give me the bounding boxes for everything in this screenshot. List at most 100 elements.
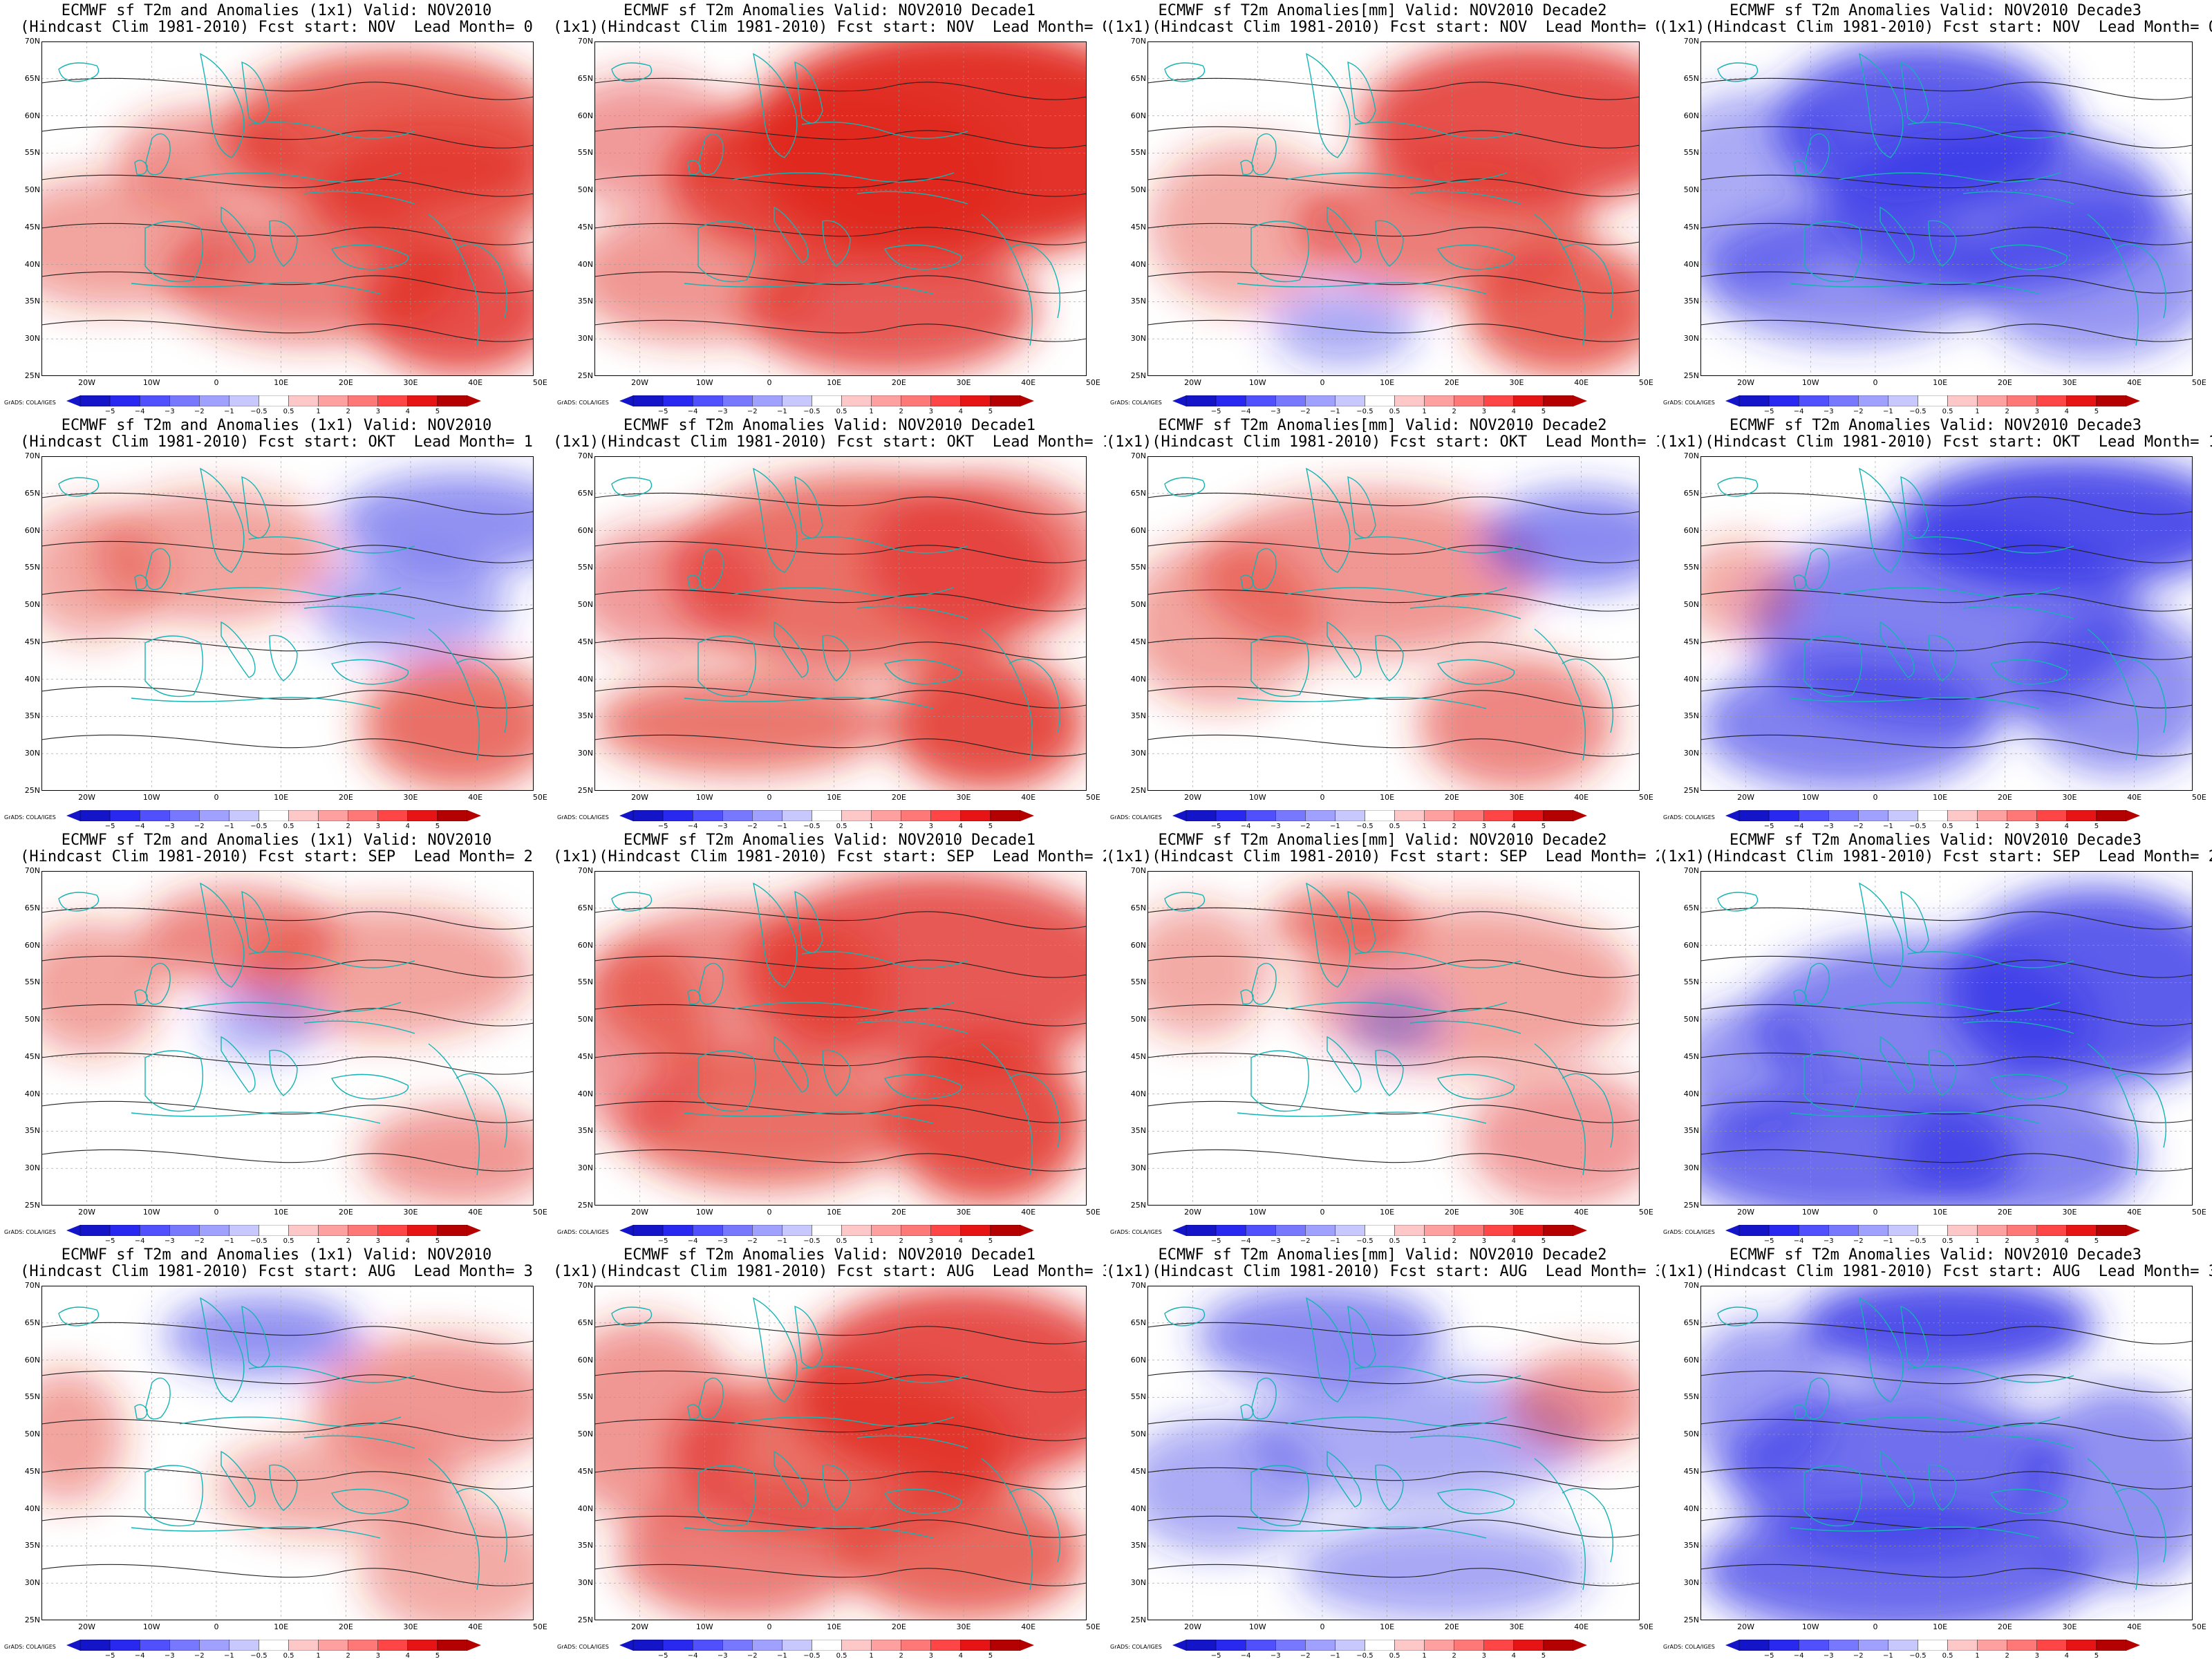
latitude-label: 65N	[24, 1318, 40, 1327]
colorbar-swatch	[1394, 810, 1425, 821]
coastline	[1240, 574, 1254, 590]
colorbar-label: 0.5	[283, 823, 294, 830]
coastline	[456, 658, 507, 733]
longitude-label: 0	[1873, 378, 1878, 387]
colorbar-label: −5	[657, 408, 668, 415]
panel-title-line-2: (1x1)(Hindcast Clim 1981-2010) Fcst star…	[1659, 1263, 2212, 1280]
colorbar-label: 3	[1481, 1237, 1486, 1244]
climatology-contour	[594, 907, 1087, 930]
colorbar-swatch	[169, 1225, 200, 1236]
latitude-label: 40N	[24, 259, 40, 269]
climatology-contour	[594, 1100, 1087, 1123]
colorbar-label: −4	[687, 1652, 698, 1659]
colorbar-label: −4	[1793, 823, 1804, 830]
colorbar-label: −4	[1240, 408, 1251, 415]
longitude-label: 10W	[695, 1208, 713, 1217]
colorbar-label: −5	[657, 1652, 668, 1659]
colorbar-label: −4	[134, 823, 145, 830]
colorbar-swatch	[1365, 810, 1395, 821]
coastline	[1900, 890, 1929, 953]
colorbar-swatch	[259, 1640, 289, 1651]
coastline	[1306, 467, 1351, 573]
colorbar-swatch	[1335, 1640, 1365, 1651]
colorbar	[66, 810, 481, 821]
warm-anomaly-area	[594, 75, 742, 209]
panel-title-line-2: (Hindcast Clim 1981-2010) Fcst start: OK…	[20, 433, 533, 451]
latitude-label: 70N	[1683, 451, 1699, 460]
colorbar-swatch	[2007, 395, 2037, 406]
colorbar-label: 3	[375, 1652, 380, 1659]
latitude-label: 70N	[577, 866, 593, 875]
coastline	[1907, 121, 2074, 139]
colorbar-label: −1	[1883, 823, 1893, 830]
coastline	[794, 890, 823, 953]
longitude-label: 30E	[2062, 1622, 2077, 1631]
colorbar-label: −2	[747, 1652, 758, 1659]
coastline	[1962, 1435, 2074, 1449]
colorbar-swatch	[199, 1225, 229, 1236]
panel-title-line-1: ECMWF sf T2m Anomalies Valid: NOV2010 De…	[623, 417, 1036, 434]
colorbar-swatch	[1858, 1225, 1888, 1236]
colorbar-label: 4	[405, 408, 411, 415]
latitude-label: 45N	[24, 1051, 40, 1061]
colorbar-label: −4	[687, 408, 698, 415]
colorbar-label: −0.5	[803, 408, 821, 415]
latitude-label: 35N	[24, 1126, 40, 1136]
longitude-label: 20W	[1737, 793, 1755, 802]
latitude-label: 65N	[577, 903, 593, 912]
climatology-contour	[594, 271, 1087, 294]
coastline	[732, 587, 955, 598]
cold-anomaly-area	[1271, 285, 1418, 366]
latitude-label: 50N	[1130, 1015, 1146, 1024]
colorbar-label: 4	[1511, 408, 1517, 415]
climatology-contour	[1700, 637, 2193, 660]
colorbar-label: 2	[2005, 823, 2009, 830]
coastline	[58, 892, 100, 912]
latitude-label: 70N	[1130, 451, 1146, 460]
colorbar-label: −2	[194, 823, 205, 830]
coastline	[1900, 61, 1929, 124]
panel-title: ECMWF sf T2m Anomalies Valid: NOV2010 De…	[1659, 1247, 2212, 1280]
climatology-contour	[1700, 77, 2193, 100]
coastline	[1327, 621, 1362, 678]
coastline	[1928, 1049, 1957, 1096]
latitude-label: 25N	[1683, 1615, 1699, 1624]
coastline	[456, 1073, 507, 1148]
climatology-contour	[1147, 1004, 1640, 1027]
colorbar-swatch	[960, 810, 991, 821]
colorbar-label: −0.5	[803, 1652, 821, 1659]
panel-title: ECMWF sf T2m and Anomalies (1x1) Valid: …	[0, 418, 553, 451]
climatology-contour	[1147, 734, 1640, 757]
longitude-label: 10E	[274, 793, 289, 802]
longitude-label: 10E	[274, 1622, 289, 1631]
latitude-label: 45N	[1130, 222, 1146, 232]
longitude-label: 20E	[1997, 378, 2012, 387]
anomaly-map-svg	[1147, 1286, 1640, 1620]
longitude-label: 40E	[1021, 378, 1036, 387]
coastline	[1803, 635, 1863, 697]
anomaly-map-svg	[1700, 456, 2193, 791]
climatology-contour	[594, 637, 1087, 660]
climatology-contour	[1147, 541, 1640, 563]
warm-anomaly-area	[1506, 1352, 1640, 1453]
colorbar-label: 3	[375, 823, 380, 830]
climatology-contour	[1147, 223, 1640, 245]
colorbar-label: −3	[164, 823, 175, 830]
grads-credit: GrADS: COLA/IGES	[557, 1644, 609, 1650]
latitude-label: 65N	[577, 1318, 593, 1327]
coastline	[801, 121, 968, 139]
cold-anomaly-area	[1482, 489, 1640, 590]
longitude-label: 30E	[403, 793, 418, 802]
coastline	[1375, 1464, 1404, 1511]
colorbar-swatch	[841, 395, 872, 406]
coastline	[611, 62, 653, 82]
climatology-contour	[1147, 907, 1640, 930]
longitude-label: 0	[767, 793, 772, 802]
panel-title: ECMWF sf T2m Anomalies[mm] Valid: NOV201…	[1106, 832, 1659, 865]
colorbar-swatch	[2036, 810, 2068, 821]
longitude-label: 20E	[1997, 1208, 2012, 1217]
coastline	[687, 160, 701, 176]
coastline	[269, 220, 298, 267]
colorbar-label: 1	[1975, 823, 1980, 830]
colorbar-label: −4	[687, 1237, 698, 1244]
